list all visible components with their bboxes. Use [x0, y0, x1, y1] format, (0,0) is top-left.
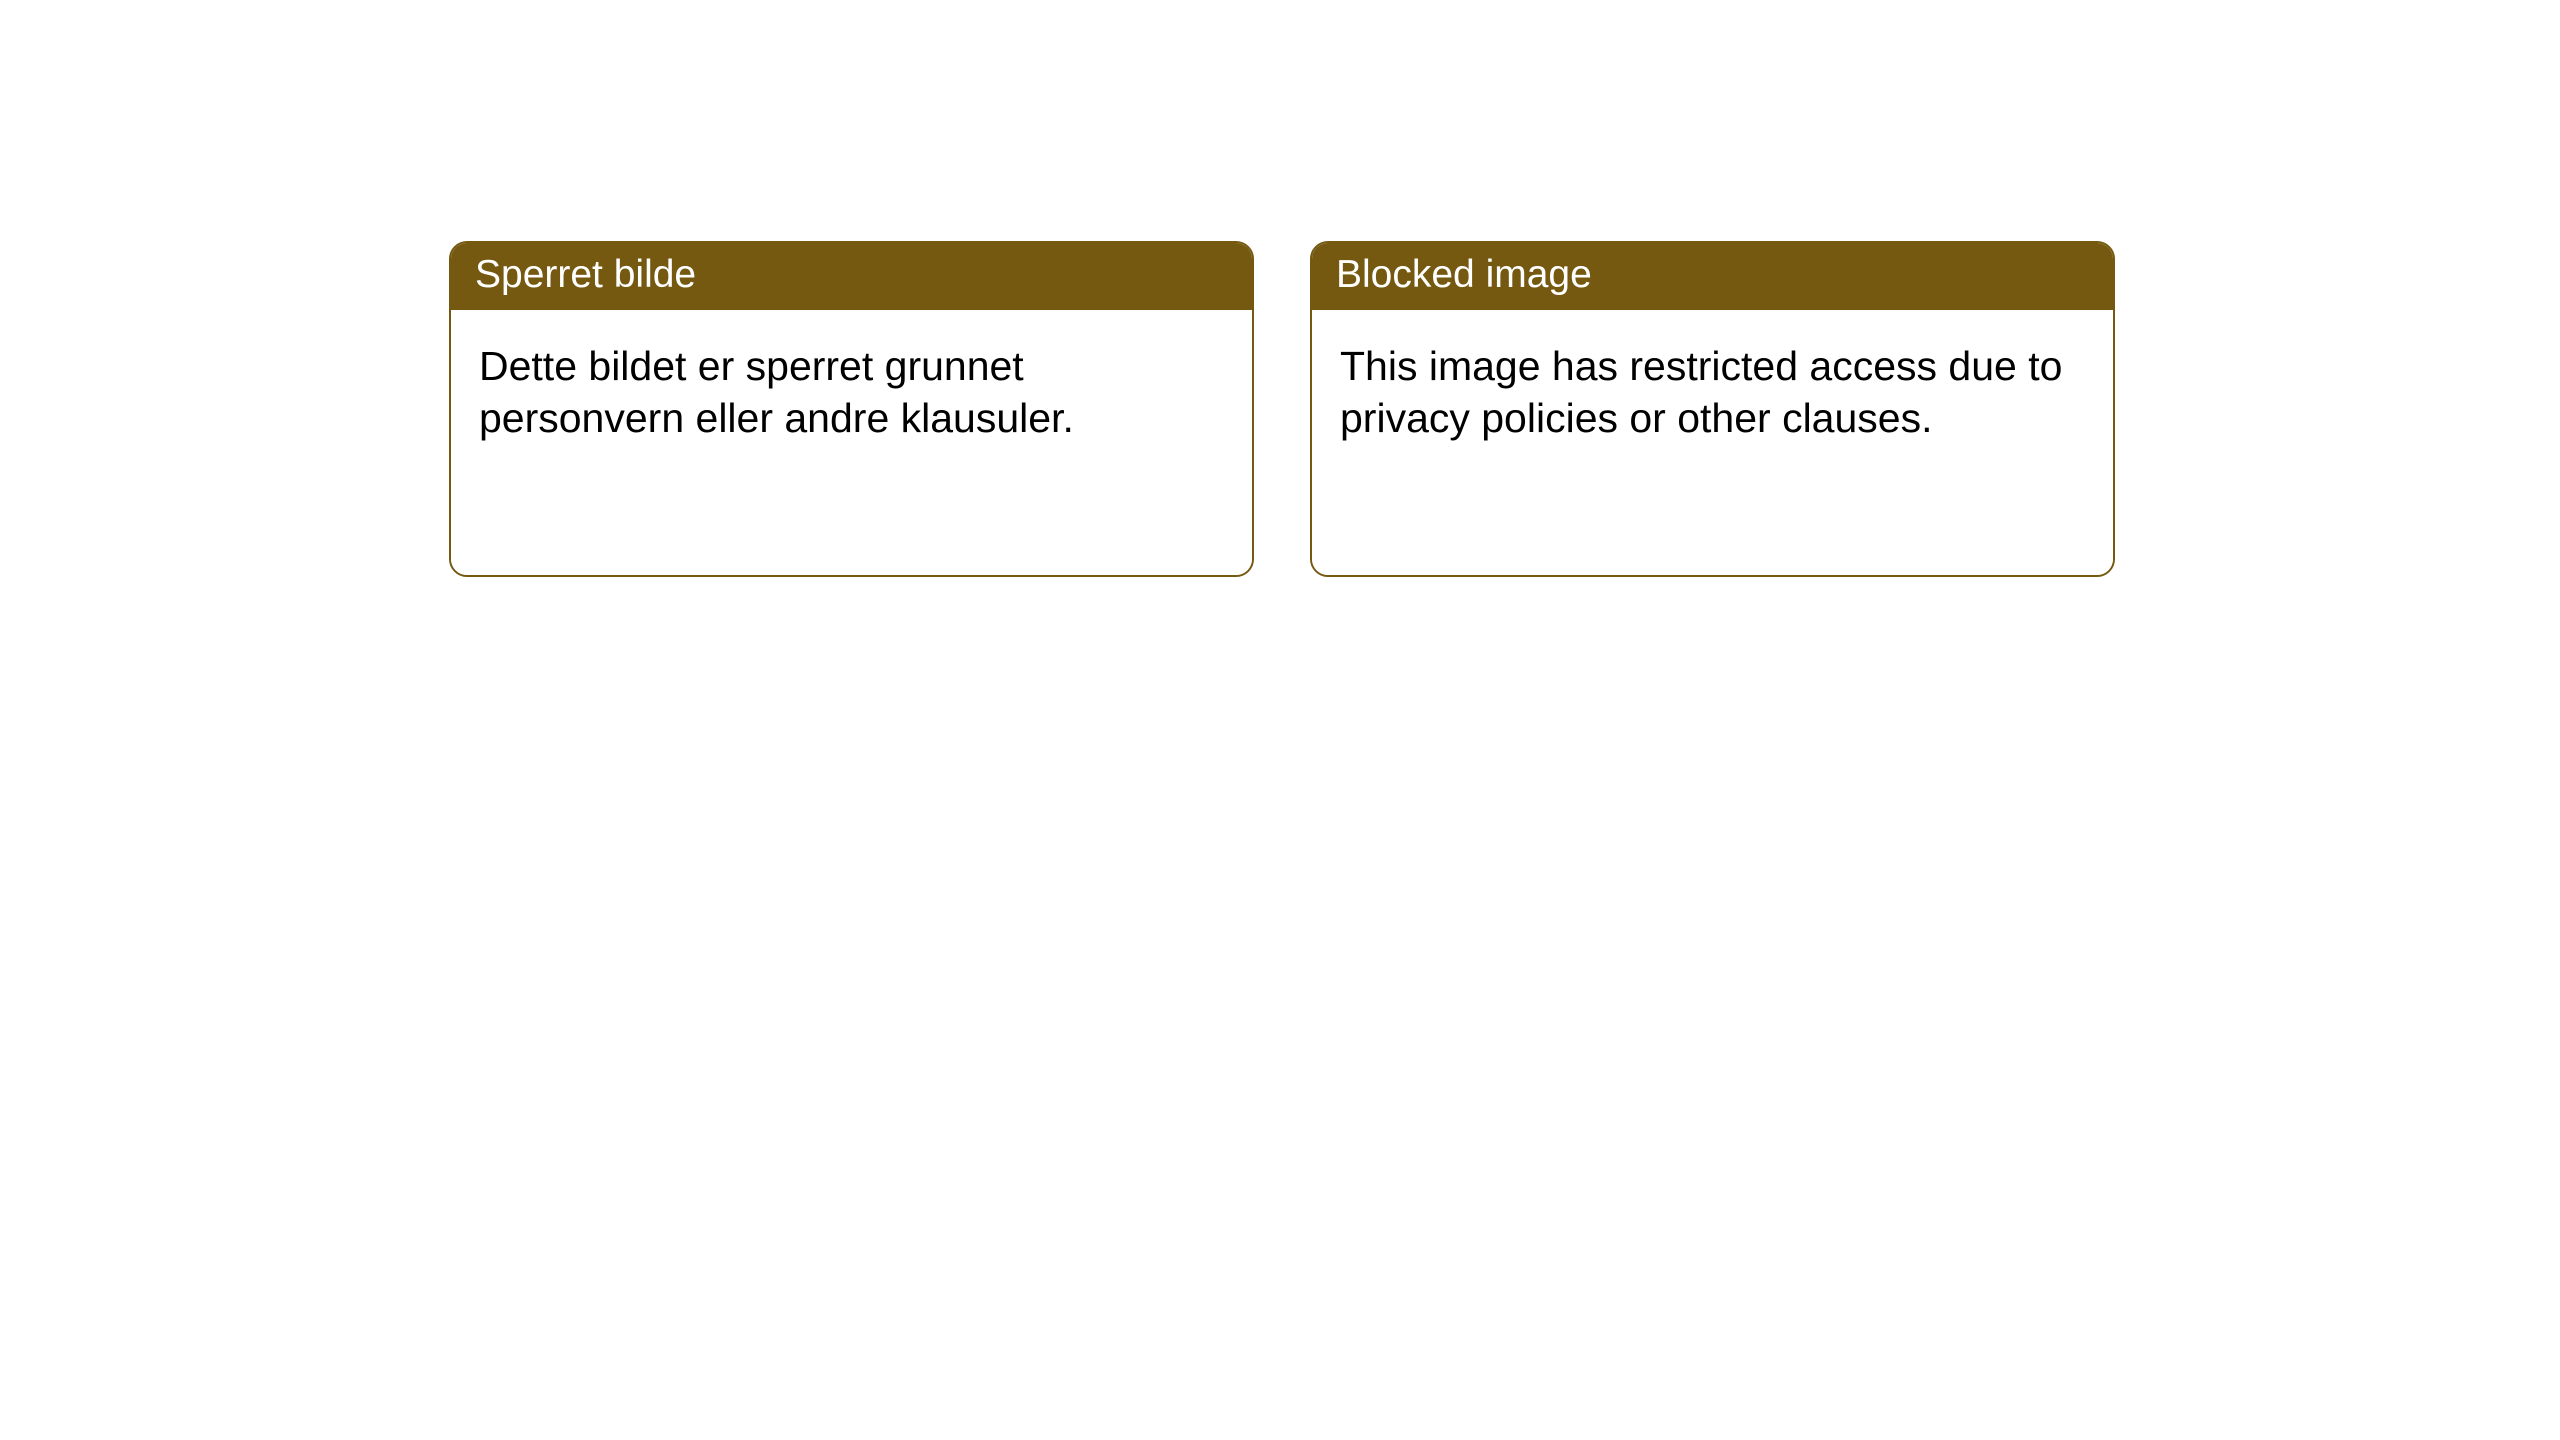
notice-card-norwegian: Sperret bilde Dette bildet er sperret gr…	[449, 241, 1254, 577]
notice-card-english: Blocked image This image has restricted …	[1310, 241, 2115, 577]
card-title: Blocked image	[1336, 253, 1592, 296]
notice-container: Sperret bilde Dette bildet er sperret gr…	[449, 241, 2115, 577]
card-body: This image has restricted access due to …	[1312, 310, 2113, 575]
card-title: Sperret bilde	[475, 253, 696, 296]
card-body-text: This image has restricted access due to …	[1340, 343, 2062, 441]
card-body: Dette bildet er sperret grunnet personve…	[451, 310, 1252, 575]
card-header: Blocked image	[1312, 243, 2113, 310]
card-header: Sperret bilde	[451, 243, 1252, 310]
card-body-text: Dette bildet er sperret grunnet personve…	[479, 343, 1074, 441]
